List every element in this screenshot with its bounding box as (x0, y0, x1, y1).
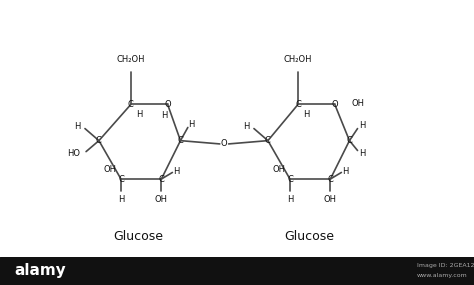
Text: alamy: alamy (14, 263, 66, 278)
Text: C: C (96, 136, 102, 145)
Text: H: H (342, 167, 348, 176)
Text: C: C (287, 174, 293, 184)
Text: C: C (158, 174, 164, 184)
Text: C: C (128, 100, 134, 109)
Text: C: C (178, 136, 183, 145)
Text: H: H (287, 195, 293, 204)
Text: OH: OH (351, 99, 365, 109)
Text: H: H (173, 167, 180, 176)
Text: H: H (74, 122, 81, 131)
Text: H: H (162, 111, 168, 120)
Text: www.alamy.com: www.alamy.com (417, 273, 468, 278)
Text: H: H (136, 111, 142, 119)
Text: O: O (331, 100, 338, 109)
Text: C: C (346, 136, 352, 145)
Text: H: H (359, 149, 365, 158)
Text: HO: HO (68, 149, 81, 158)
Text: C: C (295, 100, 301, 109)
Text: O: O (164, 100, 171, 109)
Text: CH₂OH: CH₂OH (117, 56, 145, 64)
Text: O: O (221, 139, 228, 148)
Text: H: H (359, 121, 365, 130)
Text: H: H (303, 111, 310, 119)
Text: OH: OH (324, 195, 337, 204)
Text: C: C (328, 174, 333, 184)
Text: H: H (118, 195, 124, 204)
Text: H: H (243, 122, 249, 131)
Text: C: C (118, 174, 124, 184)
Text: CH₂OH: CH₂OH (284, 56, 312, 64)
Text: Glucose: Glucose (113, 230, 163, 243)
Text: H: H (189, 120, 195, 129)
Text: C: C (265, 136, 271, 145)
Text: OH: OH (103, 165, 117, 174)
Text: OH: OH (155, 195, 168, 204)
Text: OH: OH (273, 165, 285, 174)
Text: Glucose: Glucose (284, 230, 334, 243)
Text: Image ID: 2GEA123: Image ID: 2GEA123 (417, 263, 474, 268)
